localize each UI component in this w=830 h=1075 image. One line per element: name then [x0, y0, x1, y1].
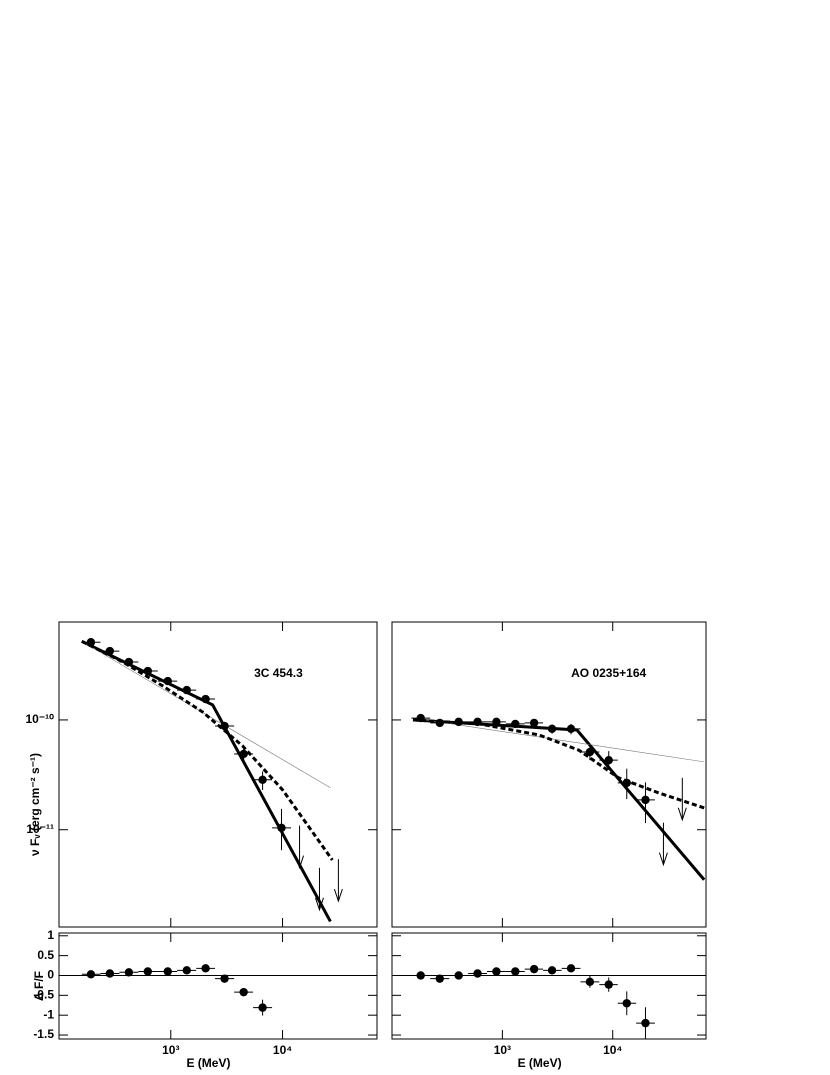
- data-point: [143, 666, 153, 676]
- panel: 10⁻¹⁰ 10⁻¹¹ 3C 454.3 ν Fᵥ (erg cm⁻² s⁻¹): [26, 621, 378, 928]
- data-point: [473, 969, 482, 978]
- data-point: [239, 987, 248, 997]
- data-point: [277, 823, 286, 833]
- source-label: AO 0235+164: [571, 666, 646, 680]
- data-point: [492, 717, 501, 727]
- data-point: [163, 967, 172, 976]
- data-point: [622, 999, 631, 1008]
- data-point: [641, 1018, 650, 1028]
- x-axis-label: E (MeV): [186, 1056, 230, 1070]
- upper-limit-head: [295, 855, 305, 870]
- data-point: [454, 717, 463, 727]
- y-tick-label: 0.5: [37, 948, 54, 962]
- upper-limit-head: [677, 807, 687, 822]
- data-point: [435, 974, 444, 983]
- data-point: [86, 970, 96, 979]
- data-point: [473, 717, 482, 727]
- data-point: [604, 755, 613, 765]
- model-line-dashed: [81, 639, 334, 861]
- panel: AO 0235+164: [391, 621, 707, 928]
- x-axis-label: E (MeV): [518, 1056, 562, 1070]
- y-axis-label: Δ F/F: [32, 971, 46, 1001]
- data-point: [529, 718, 539, 728]
- upper-limit-head: [333, 888, 343, 903]
- y-tick-label: 0: [47, 968, 54, 982]
- data-point: [182, 966, 191, 975]
- data-point: [105, 969, 115, 978]
- y-tick-label: -0.5: [33, 988, 54, 1002]
- data-point: [511, 967, 520, 976]
- data-point: [566, 724, 576, 734]
- source-label: 3C 454.3: [254, 666, 303, 680]
- data-point: [435, 718, 444, 728]
- panel: 10³ 10⁴ E (MeV): [391, 932, 707, 1070]
- data-point: [124, 657, 134, 667]
- data-point: [454, 971, 463, 980]
- y-tick-label: 1: [47, 928, 54, 942]
- data-point: [201, 694, 210, 704]
- data-point: [641, 795, 650, 805]
- data-point: [143, 967, 153, 976]
- data-point: [258, 775, 267, 784]
- data-point: [585, 977, 595, 987]
- data-point: [239, 749, 248, 759]
- data-point: [163, 676, 172, 686]
- upper-limit-head: [658, 852, 668, 867]
- data-point: [220, 974, 229, 983]
- y-tick-label: -1.5: [33, 1027, 54, 1041]
- data-point: [258, 1003, 267, 1012]
- data-point: [547, 966, 557, 975]
- data-point: [105, 646, 115, 656]
- panel: 10³ 10⁴ 1 0.5 0 -0.5 -1 -1.5 E (MeV) Δ F/F: [32, 928, 378, 1070]
- data-point: [492, 967, 501, 976]
- data-point: [220, 721, 229, 731]
- x-tick-label: 10³: [494, 1043, 511, 1057]
- data-point: [566, 964, 576, 973]
- plot-frame: [58, 621, 378, 928]
- data-point: [585, 747, 595, 757]
- data-point: [529, 964, 539, 974]
- plot-frame: [391, 932, 707, 1040]
- data-point: [124, 968, 134, 977]
- y-axis-label: ν Fᵥ (erg cm⁻² s⁻¹): [28, 753, 42, 856]
- data-point: [86, 638, 96, 647]
- y-tick-label: 10⁻¹¹: [26, 822, 54, 836]
- x-tick-label: 10³: [162, 1043, 179, 1057]
- model-line-solid: [412, 718, 706, 881]
- model-line-thin: [412, 717, 705, 763]
- upper-limit-head: [314, 897, 324, 912]
- data-point: [547, 724, 557, 734]
- plot-frame: [391, 621, 707, 928]
- data-point: [604, 980, 613, 989]
- data-point: [416, 713, 425, 723]
- x-tick-label: 10⁴: [273, 1043, 292, 1057]
- data-point: [511, 719, 520, 729]
- x-tick-label: 10⁴: [603, 1043, 622, 1057]
- y-tick-label: 10⁻¹⁰: [26, 712, 55, 726]
- data-point: [182, 685, 191, 695]
- data-point: [622, 778, 631, 788]
- plot-frame: [58, 932, 378, 1040]
- data-point: [201, 964, 210, 973]
- data-point: [416, 971, 425, 980]
- y-tick-label: -1: [43, 1007, 54, 1021]
